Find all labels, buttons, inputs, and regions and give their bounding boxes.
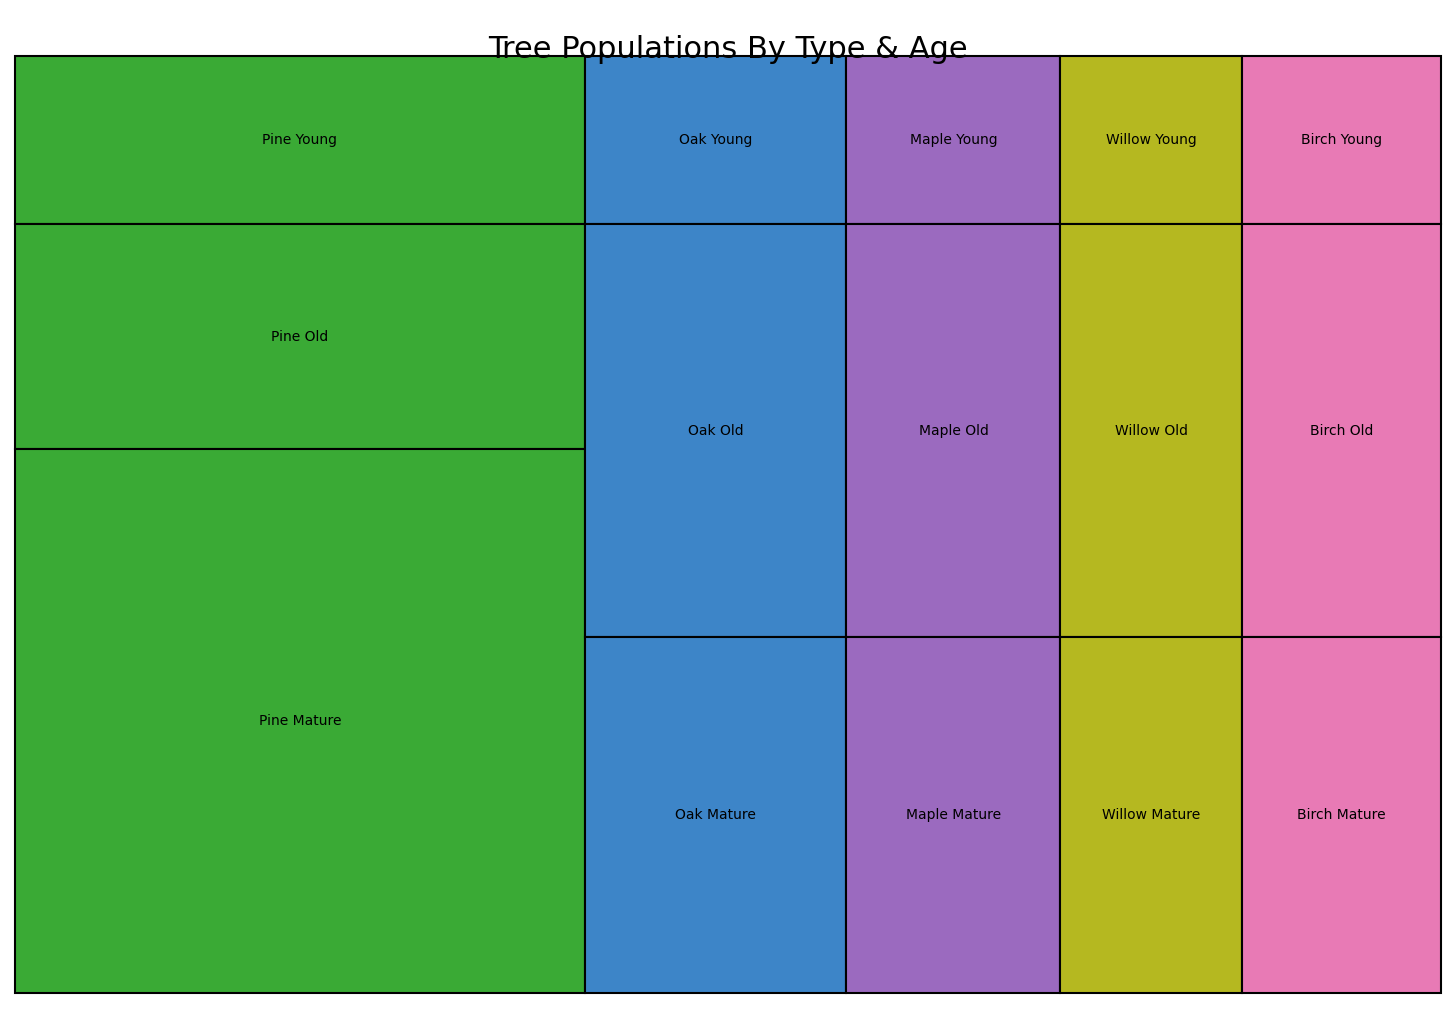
Text: Maple Mature: Maple Mature bbox=[906, 807, 1002, 822]
Bar bbox=[846, 636, 1060, 993]
Bar bbox=[1242, 56, 1441, 224]
Text: Pine Old: Pine Old bbox=[271, 330, 329, 343]
Bar bbox=[1060, 636, 1242, 993]
Bar bbox=[846, 224, 1060, 636]
Text: Willow Young: Willow Young bbox=[1105, 133, 1197, 147]
Text: Tree Populations By Type & Age: Tree Populations By Type & Age bbox=[488, 35, 968, 65]
Text: Oak Mature: Oak Mature bbox=[676, 807, 756, 822]
Text: Willow Old: Willow Old bbox=[1115, 423, 1188, 438]
Bar bbox=[1242, 636, 1441, 993]
Text: Pine Young: Pine Young bbox=[262, 133, 338, 147]
Text: Pine Mature: Pine Mature bbox=[259, 714, 341, 728]
Text: Willow Mature: Willow Mature bbox=[1102, 807, 1200, 822]
Bar bbox=[1060, 224, 1242, 636]
Bar bbox=[585, 224, 846, 636]
Bar bbox=[1060, 56, 1242, 224]
Text: Birch Young: Birch Young bbox=[1302, 133, 1382, 147]
Bar bbox=[585, 636, 846, 993]
Bar bbox=[15, 56, 585, 224]
Text: Maple Young: Maple Young bbox=[910, 133, 997, 147]
Text: Maple Old: Maple Old bbox=[919, 423, 989, 438]
Bar bbox=[1242, 224, 1441, 636]
Bar bbox=[15, 450, 585, 993]
Bar bbox=[585, 56, 846, 224]
Bar bbox=[15, 224, 585, 450]
Text: Birch Old: Birch Old bbox=[1310, 423, 1373, 438]
Text: Birch Mature: Birch Mature bbox=[1297, 807, 1386, 822]
Text: Oak Young: Oak Young bbox=[678, 133, 753, 147]
Text: Oak Old: Oak Old bbox=[689, 423, 744, 438]
Bar bbox=[846, 56, 1060, 224]
